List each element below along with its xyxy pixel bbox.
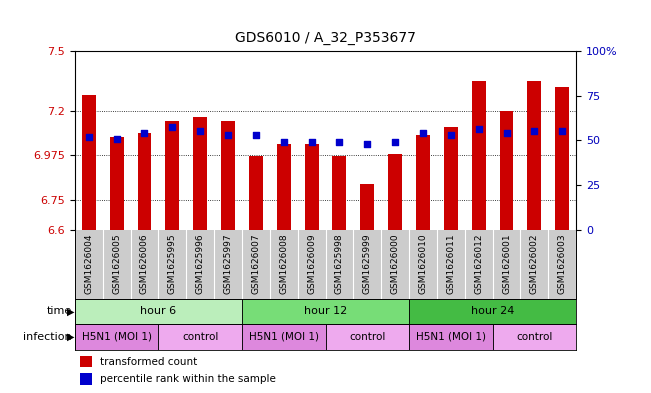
Bar <box>165 121 179 230</box>
Text: H5N1 (MOI 1): H5N1 (MOI 1) <box>416 332 486 342</box>
Text: transformed count: transformed count <box>100 356 197 367</box>
Point <box>501 129 512 136</box>
Bar <box>75 299 242 324</box>
Text: H5N1 (MOI 1): H5N1 (MOI 1) <box>81 332 152 342</box>
Text: GSM1626004: GSM1626004 <box>84 233 93 294</box>
Point <box>307 140 317 146</box>
Text: GDS6010 / A_32_P353677: GDS6010 / A_32_P353677 <box>235 31 416 45</box>
Text: GSM1626001: GSM1626001 <box>502 233 511 294</box>
Text: GSM1625997: GSM1625997 <box>223 233 232 294</box>
Point <box>251 131 261 138</box>
Bar <box>75 324 158 350</box>
Bar <box>360 184 374 230</box>
Text: infection: infection <box>23 332 72 342</box>
Point <box>557 127 568 134</box>
Bar <box>409 299 576 324</box>
Bar <box>388 154 402 230</box>
Point <box>390 140 400 146</box>
Text: GSM1626012: GSM1626012 <box>474 233 483 294</box>
Bar <box>305 145 318 230</box>
Point <box>334 140 344 146</box>
Bar <box>333 156 346 230</box>
Text: hour 6: hour 6 <box>141 307 176 316</box>
Bar <box>527 81 542 230</box>
Text: time: time <box>46 307 72 316</box>
Text: GSM1626002: GSM1626002 <box>530 233 539 294</box>
Text: GSM1626010: GSM1626010 <box>419 233 428 294</box>
Bar <box>137 132 152 230</box>
Text: control: control <box>349 332 385 342</box>
Text: ▶: ▶ <box>67 332 75 342</box>
Bar <box>242 324 326 350</box>
Bar <box>444 127 458 230</box>
Text: GSM1626006: GSM1626006 <box>140 233 149 294</box>
Point <box>167 123 178 130</box>
Point <box>473 125 484 132</box>
Point <box>83 133 94 140</box>
Point <box>362 141 372 148</box>
Point <box>418 129 428 136</box>
Point <box>111 135 122 141</box>
Text: GSM1626003: GSM1626003 <box>558 233 567 294</box>
Point <box>139 129 150 136</box>
Bar <box>249 156 263 230</box>
Bar <box>416 134 430 230</box>
Bar <box>409 324 493 350</box>
Text: percentile rank within the sample: percentile rank within the sample <box>100 374 276 384</box>
Text: H5N1 (MOI 1): H5N1 (MOI 1) <box>249 332 319 342</box>
Point <box>279 140 289 146</box>
Bar <box>242 299 409 324</box>
Bar <box>109 136 124 230</box>
Text: control: control <box>182 332 218 342</box>
Text: GSM1626007: GSM1626007 <box>251 233 260 294</box>
Text: GSM1626011: GSM1626011 <box>447 233 455 294</box>
Text: GSM1626000: GSM1626000 <box>391 233 400 294</box>
Point <box>223 131 233 138</box>
Text: GSM1625995: GSM1625995 <box>168 233 177 294</box>
Bar <box>80 356 92 367</box>
Bar <box>80 373 92 385</box>
Bar <box>193 117 207 230</box>
Text: control: control <box>516 332 553 342</box>
Bar <box>221 121 235 230</box>
Point <box>195 127 206 134</box>
Text: GSM1625996: GSM1625996 <box>196 233 204 294</box>
Text: GSM1625999: GSM1625999 <box>363 233 372 294</box>
Text: hour 12: hour 12 <box>304 307 347 316</box>
Point <box>445 131 456 138</box>
Bar <box>472 81 486 230</box>
Bar <box>499 111 514 230</box>
Bar <box>277 145 291 230</box>
Text: hour 24: hour 24 <box>471 307 514 316</box>
Bar <box>555 87 569 230</box>
Bar <box>82 95 96 230</box>
Bar <box>326 324 409 350</box>
Text: GSM1625998: GSM1625998 <box>335 233 344 294</box>
Text: GSM1626008: GSM1626008 <box>279 233 288 294</box>
Text: ▶: ▶ <box>67 307 75 316</box>
Point <box>529 127 540 134</box>
Text: GSM1626009: GSM1626009 <box>307 233 316 294</box>
Bar <box>493 324 576 350</box>
Text: GSM1626005: GSM1626005 <box>112 233 121 294</box>
Bar <box>158 324 242 350</box>
